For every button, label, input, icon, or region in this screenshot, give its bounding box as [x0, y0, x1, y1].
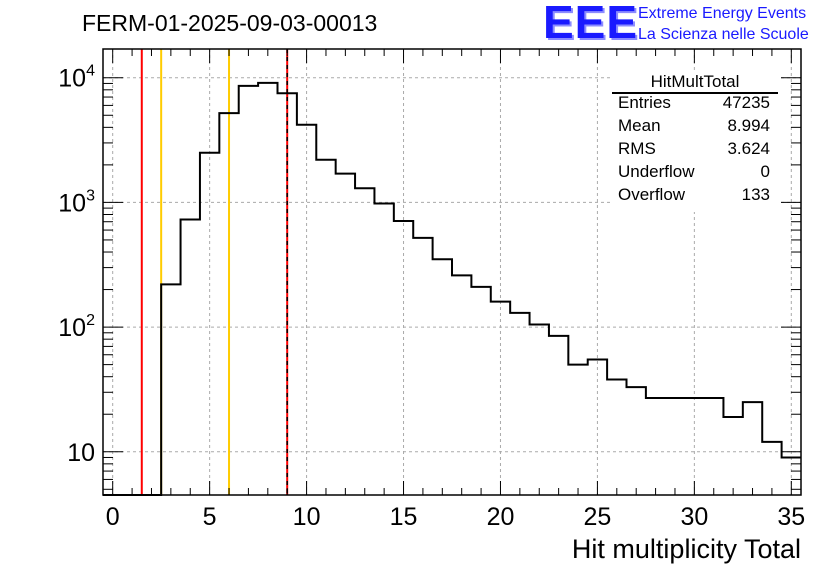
x-tick-label: 35 [777, 503, 805, 531]
plot-frame [102, 48, 802, 496]
page-title: FERM-01-2025-09-03-00013 [82, 10, 378, 36]
histogram-bin [200, 153, 219, 495]
histogram-bin [568, 365, 587, 495]
histogram-bin [627, 387, 646, 495]
y-tick-label: 103 [58, 187, 95, 217]
histogram-bin [452, 275, 471, 495]
histogram-bin [685, 398, 704, 495]
stats-label: Mean [618, 116, 661, 135]
histogram-bin [297, 125, 316, 495]
x-tick-label: 20 [487, 503, 515, 531]
histogram-bin [471, 287, 490, 495]
stats-box: HitMultTotal Entries 47235 Mean 8.994 RM… [612, 72, 778, 212]
histogram-bin [181, 219, 200, 495]
histogram-bin [278, 93, 297, 495]
histogram-bin [510, 313, 529, 495]
histogram-bin [530, 324, 549, 495]
stats-row-overflow: Overflow 133 [618, 185, 770, 208]
x-tick-label: 30 [680, 503, 708, 531]
histogram-bin [355, 188, 374, 495]
stats-row-entries: Entries 47235 [618, 93, 770, 116]
histogram-bin [588, 359, 607, 495]
x-axis-label: Hit multiplicity Total [572, 534, 801, 564]
histogram-outline [103, 81, 801, 496]
x-tick-label: 10 [293, 503, 321, 531]
x-tick-label: 5 [203, 503, 217, 531]
y-tick-label: 10 [67, 439, 95, 467]
histogram-bin [394, 221, 413, 495]
logo-tagline-2: La Scienza nelle Scuole [638, 26, 809, 43]
histogram-bin [607, 379, 626, 495]
y-axis-ticks: 10 102 103 104 [58, 63, 801, 490]
histogram-bin [161, 284, 180, 495]
grid-lines [103, 49, 801, 495]
stats-value: 3.624 [727, 139, 770, 158]
histogram-bin [723, 417, 742, 495]
histogram-bin [704, 398, 723, 495]
histogram-bin [316, 160, 335, 495]
stats-value: 133 [741, 185, 770, 204]
eee-logo: EEE Extreme Energy Events La Scienza nel… [543, 0, 833, 48]
x-tick-label: 0 [106, 503, 120, 531]
histogram-bin [491, 302, 510, 495]
x-axis-ticks: 0 5 10 15 20 25 30 35 [106, 49, 805, 531]
histogram-bin [336, 174, 355, 495]
logo-tagline-1: Extreme Energy Events [638, 5, 807, 22]
x-tick-label: 25 [584, 503, 612, 531]
stats-title: HitMultTotal [650, 72, 740, 91]
histogram-bin [646, 398, 665, 495]
y-tick-label: 102 [58, 312, 95, 342]
stats-label: RMS [618, 139, 656, 158]
histogram-bin [413, 238, 432, 495]
stats-label: Overflow [618, 185, 686, 204]
histogram-bin [665, 398, 684, 495]
stats-value: 8.994 [727, 116, 770, 135]
stats-row-mean: Mean 8.994 [618, 116, 770, 139]
eee-logo-mark: EEE [543, 0, 639, 48]
stats-row-rms: RMS 3.624 [618, 139, 770, 162]
stats-divider [612, 92, 778, 94]
x-tick-label: 15 [390, 503, 418, 531]
stats-label: Underflow [618, 162, 695, 181]
histogram-bin [743, 402, 762, 495]
histogram-bin [549, 336, 568, 495]
stats-row-underflow: Underflow 0 [618, 162, 770, 185]
histogram-bin [374, 204, 393, 495]
histogram-bin [258, 83, 277, 495]
stats-value: 0 [760, 162, 770, 181]
stats-label: Entries [618, 93, 671, 112]
y-tick-label: 104 [58, 63, 95, 93]
histogram-bin [782, 457, 801, 495]
stats-value: 47235 [722, 93, 770, 112]
histogram-bin [762, 442, 781, 495]
histogram-bin [433, 259, 452, 495]
histogram-bin [239, 86, 258, 495]
histogram-bin [219, 113, 238, 495]
